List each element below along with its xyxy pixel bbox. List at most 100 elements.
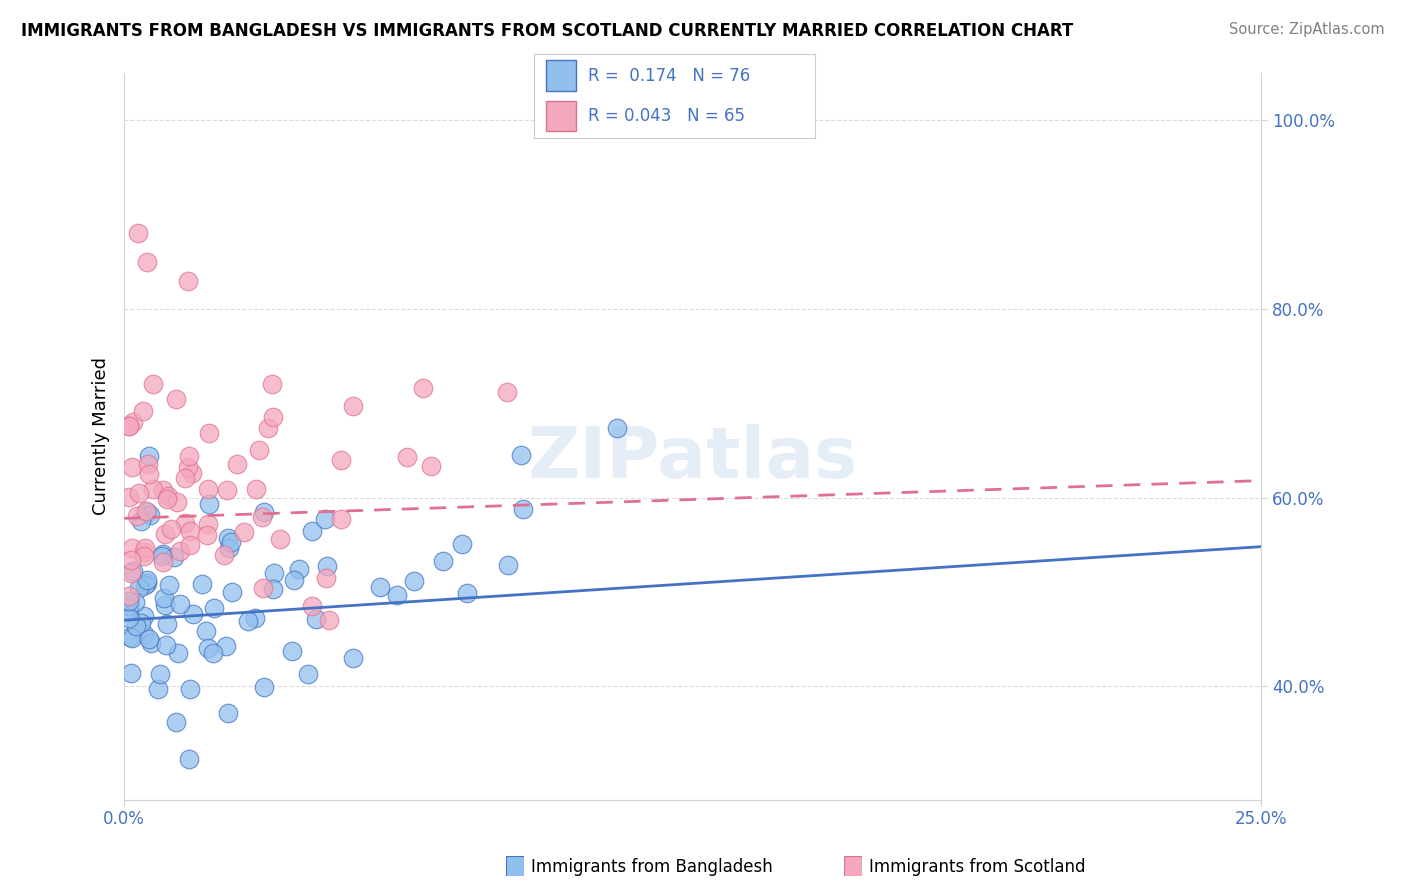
Point [118, 589, 141, 603]
Point [179, 537, 201, 551]
Point [118, 604, 141, 618]
Point [314, 512, 336, 526]
Point [215, 639, 238, 653]
Point [288, 562, 311, 576]
Point [138, 508, 160, 523]
Point [262, 409, 284, 424]
Text: Immigrants from Scotland: Immigrants from Scotland [869, 858, 1085, 876]
Point [121, 632, 143, 646]
Point [219, 534, 242, 549]
Point [138, 467, 160, 481]
Point [124, 595, 146, 609]
Point [179, 524, 201, 539]
Point [177, 752, 200, 766]
Point [125, 508, 148, 523]
Point [166, 495, 188, 509]
Point [404, 574, 426, 588]
Point [191, 577, 214, 591]
Point [315, 571, 337, 585]
Point [128, 486, 150, 500]
Point [512, 501, 534, 516]
Point [197, 640, 219, 655]
Point [451, 537, 474, 551]
Point [132, 404, 155, 418]
Point [395, 450, 418, 464]
Point [120, 566, 142, 581]
Point [156, 489, 179, 503]
Point [136, 254, 159, 268]
Point [150, 549, 173, 563]
Point [329, 512, 352, 526]
Point [301, 599, 323, 613]
Point [155, 639, 177, 653]
Point [202, 647, 225, 661]
Point [128, 581, 150, 595]
Point [301, 524, 323, 538]
Point [179, 449, 201, 463]
Point [152, 555, 174, 569]
Point [198, 498, 221, 512]
Point [316, 558, 339, 573]
Point [342, 400, 364, 414]
Point [217, 706, 239, 720]
Point [118, 418, 141, 433]
Point [420, 459, 443, 474]
Point [225, 458, 247, 472]
Point [432, 554, 454, 568]
Point [281, 644, 304, 658]
Point [260, 377, 283, 392]
Point [134, 578, 156, 592]
Point [245, 611, 267, 625]
Point [159, 522, 181, 536]
Point [165, 715, 187, 730]
Point [152, 591, 174, 605]
Text: IMMIGRANTS FROM BANGLADESH VS IMMIGRANTS FROM SCOTLAND CURRENTLY MARRIED CORRELA: IMMIGRANTS FROM BANGLADESH VS IMMIGRANTS… [21, 22, 1073, 40]
Point [385, 588, 408, 602]
Point [136, 505, 159, 519]
Point [118, 419, 141, 434]
Point [195, 624, 218, 638]
Point [245, 482, 267, 496]
Point [131, 514, 153, 528]
Point [120, 552, 142, 566]
Point [218, 541, 240, 555]
Point [141, 636, 163, 650]
Point [120, 666, 142, 681]
Point [136, 457, 159, 471]
Point [141, 483, 163, 497]
Point [166, 646, 188, 660]
Point [233, 524, 256, 539]
Point [252, 581, 274, 595]
Point [198, 426, 221, 441]
Point [318, 613, 340, 627]
Text: R = 0.043   N = 65: R = 0.043 N = 65 [588, 107, 745, 125]
Point [118, 611, 141, 625]
Point [122, 564, 145, 578]
Point [125, 618, 148, 632]
Point [118, 630, 141, 644]
Point [132, 545, 155, 559]
Point [118, 593, 141, 607]
Point [138, 632, 160, 646]
Bar [546, 61, 576, 91]
Point [456, 586, 478, 600]
Point [136, 576, 159, 591]
Text: ZIPatlas: ZIPatlas [527, 424, 858, 492]
Point [221, 584, 243, 599]
Point [283, 574, 305, 588]
Point [163, 549, 186, 564]
Point [257, 420, 280, 434]
Point [177, 274, 200, 288]
Point [118, 490, 141, 504]
Text: Immigrants from Bangladesh: Immigrants from Bangladesh [531, 858, 773, 876]
Point [197, 516, 219, 531]
Point [212, 549, 235, 563]
Point [177, 459, 200, 474]
Point [174, 516, 197, 530]
Point [152, 483, 174, 497]
Point [127, 227, 149, 241]
Point [263, 566, 285, 580]
Point [496, 558, 519, 572]
Point [156, 491, 179, 506]
Point [368, 580, 391, 594]
